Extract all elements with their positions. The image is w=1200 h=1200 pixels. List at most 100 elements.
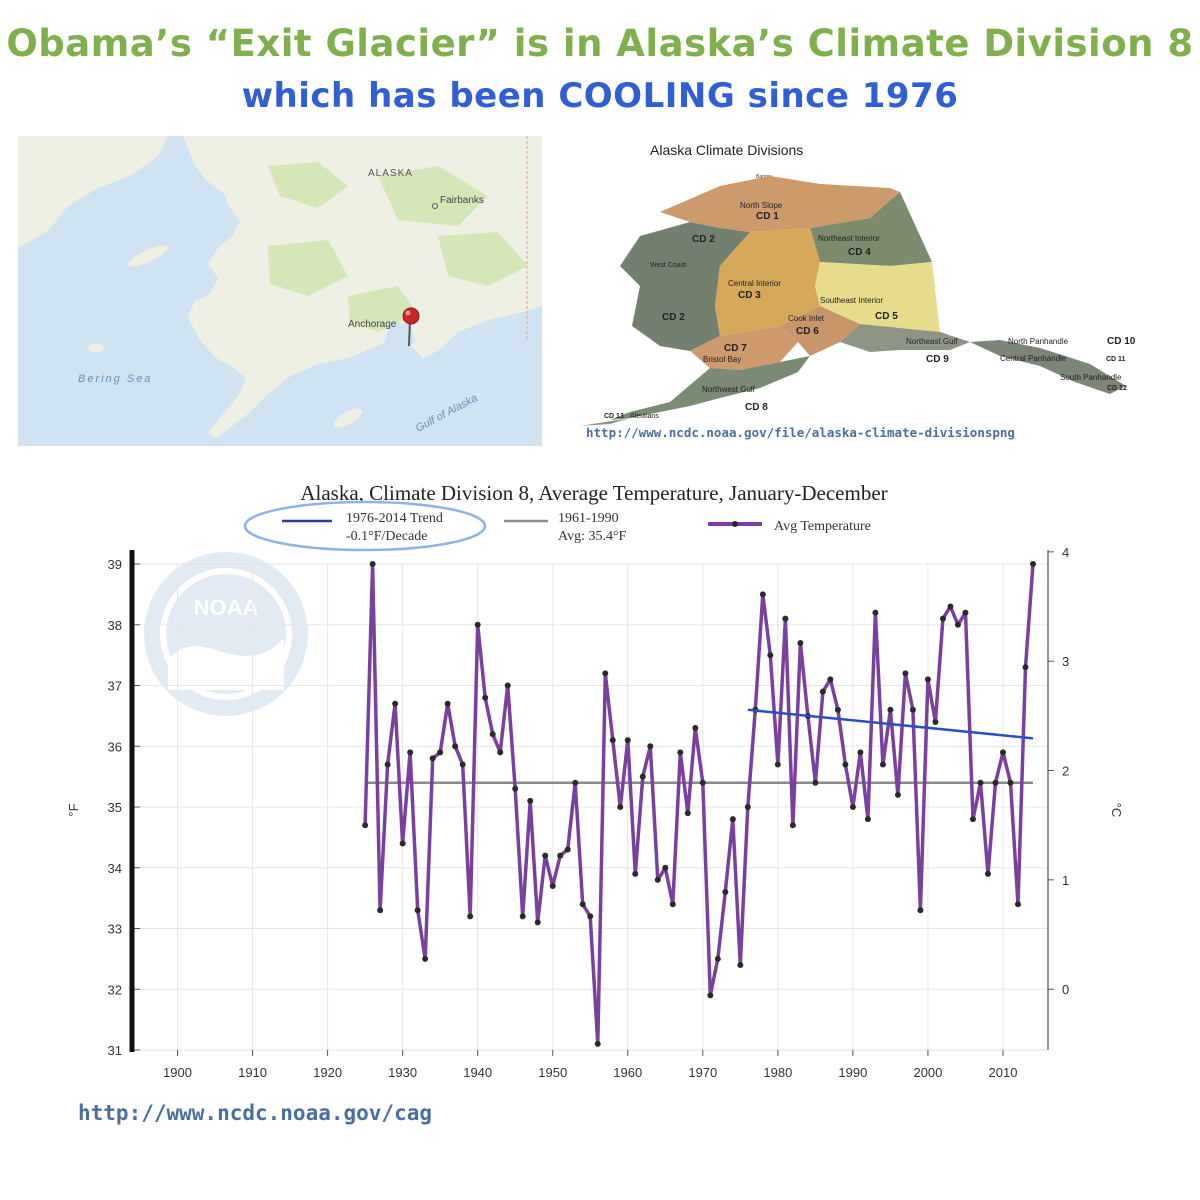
y-axis-label: °F [66,803,81,816]
x-tick-label: 1920 [313,1065,342,1080]
avg-temperature-point [992,779,999,786]
avg-temperature-point [497,749,504,756]
avg-temperature-point [939,615,946,622]
y-tick-label: 36 [108,739,122,754]
map-forest-4 [268,240,348,296]
avg-temperature-point [947,603,954,610]
avg-temperature-point [467,913,474,920]
region-cd2 [620,222,750,351]
avg-temperature-point [827,676,834,683]
legend-detail-trend: -0.1°F/Decade [346,529,427,544]
map-island-1 [88,344,104,352]
chart-series [362,561,1036,1047]
avg-temperature-point [909,706,916,713]
avg-temperature-point [962,609,969,616]
avg-temperature-point [894,791,901,798]
avg-temperature-point [797,639,804,646]
avg-temperature-point [872,609,879,616]
y2-tick-label: 4 [1062,545,1069,560]
region-cd6 [780,306,860,356]
x-tick-label: 1930 [388,1065,417,1080]
label-cd8: CD 8 [745,402,768,413]
avg-temperature-point [512,785,519,792]
temperature-chart: NOAA Alaska, Climate Division 8, Average… [40,470,1180,1190]
avg-temperature-point [849,804,856,810]
map-label-bering-sea: Bering Sea [78,373,152,385]
avg-temperature-line [363,562,1035,1046]
avg-temperature-point [864,816,871,823]
avg-temperature-point [707,992,714,999]
x-tick-label: 1980 [763,1065,792,1080]
map-forest-2 [378,166,488,226]
avg-temperature-point [549,882,556,889]
region-cd3 [715,228,820,336]
avg-temperature-point [782,615,789,622]
avg-temperature-point [557,852,564,859]
avg-temperature-point [1014,901,1021,908]
map-island-st-lawrence [127,245,169,267]
y-tick-label: 31 [108,1043,122,1058]
label-cook-inlet: Cook Inlet [788,314,825,323]
avg-temperature-point [774,761,781,768]
avg-temperature-point [399,840,406,847]
avg-temperature-point [639,773,646,780]
avg-temperature-point [542,852,549,859]
avg-temperature-point [384,761,391,768]
avg-temperature-point [489,731,496,738]
avg-temperature-point [632,870,639,877]
trend-1976-2014-line [747,708,1034,740]
avg-temperature-point [714,955,721,962]
label-cd12: CD 12 [1107,385,1127,392]
legend-label-avg: Avg Temperature [774,519,871,534]
avg-temperature-point [722,889,729,896]
avg-temperature-point [474,621,481,628]
region-cd8 [610,356,810,420]
avg-temperature-point [677,749,684,756]
legend-highlight-ellipse [243,500,487,552]
legend-label-baseline: 1961-1990 [558,511,619,526]
noaa-disc [166,574,286,694]
avg-temperature-point [1022,664,1029,671]
avg-temperature-point [857,749,864,756]
avg-temperature-point [369,561,376,567]
avg-temperature-point [879,761,886,768]
label-cd9: CD 9 [926,354,949,365]
x-tick-label: 2000 [913,1065,942,1080]
y-tick-label: 35 [108,800,122,815]
label-northeast-interior: Northeast Interior [818,234,880,243]
label-central-interior: Central Interior [728,279,781,288]
region-cd1 [660,176,900,232]
avg-temperature-point [609,737,616,744]
avg-temperature-point [977,779,984,786]
y-tick-label: 39 [108,557,122,572]
label-southeast-interior: Southeast Interior [820,296,883,305]
label-barrow: Barrow [756,174,772,180]
noaa-bird-icon [168,638,284,690]
avg-temperature-point [587,913,594,920]
y-tick-label: 32 [108,982,122,997]
location-pin-icon [402,307,420,325]
label-northwest-gulf: Northwest Gulf [702,385,756,394]
avg-temperature-point [429,755,436,762]
avg-temperature-point [789,822,796,829]
climate-divisions-map: Alaska Climate Divisions Barrow North Sl… [570,136,1150,446]
avg-temperature-point [887,706,894,713]
map-forest-3 [438,232,528,286]
avg-temperature-point [699,779,706,786]
label-cd5: CD 5 [875,311,898,322]
y-tick-label: 33 [108,922,122,937]
avg-temperature-point [662,864,669,871]
y-tick-label: 34 [108,861,122,876]
label-cd10: CD 10 [1107,336,1136,347]
region-panhandle [970,340,1126,394]
avg-temperature-point [534,919,541,926]
map-label-state: ALASKA [368,168,413,179]
y2-tick-label: 0 [1062,982,1069,997]
avg-temperature-point [572,779,579,786]
chart-axes: 1900 1910 1920 1930 1940 1950 1960 1970 1980 1990… [108,545,1070,1080]
avg-temperature-point [669,901,676,908]
avg-temperature-point [1029,561,1036,567]
y2-tick-label: 3 [1062,654,1069,669]
x-tick-label: 1940 [463,1065,492,1080]
avg-temperature-point [969,816,976,823]
